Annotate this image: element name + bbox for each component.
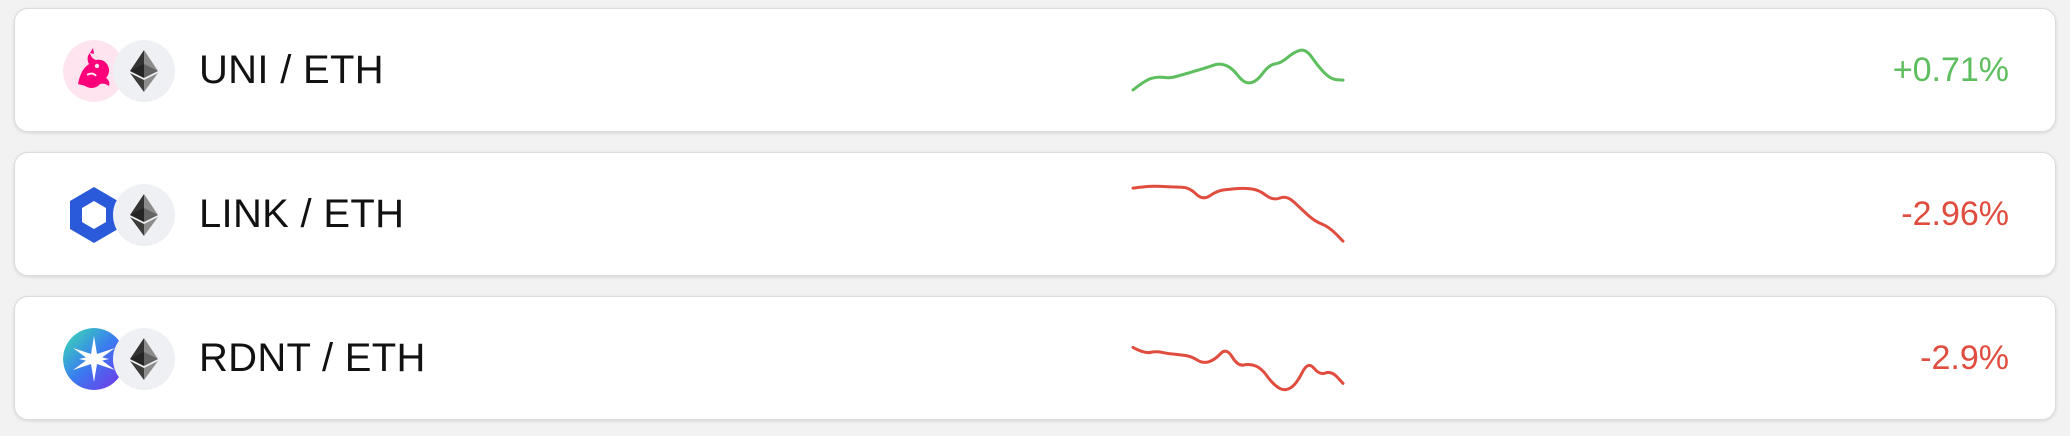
pair-row-rdnt-eth[interactable]: RDNT / ETH -2.9% [14,296,2056,420]
pair-row-link-eth[interactable]: LINK / ETH -2.96% [14,152,2056,276]
pair-name: UNI / ETH [199,48,384,92]
sparkline-series-line [1131,184,1345,243]
price-sparkline [1131,184,1345,243]
price-change: -2.96% [1901,195,2009,233]
uniswap-unicorn-icon [63,40,125,102]
radiant-star-icon [63,328,125,390]
sparkline-series-line [1131,345,1345,392]
sparkline-series-line [1131,48,1345,92]
price-sparkline [1131,345,1345,392]
pair-name: RDNT / ETH [199,336,426,380]
ethereum-icon [113,40,175,102]
ethereum-icon [113,184,175,246]
price-change: -2.9% [1920,339,2009,377]
pair-row-uni-eth[interactable]: UNI / ETH +0.71% [14,8,2056,132]
pair-name: LINK / ETH [199,192,405,236]
price-change: +0.71% [1892,51,2009,89]
price-sparkline [1131,48,1345,92]
ethereum-icon [113,328,175,390]
